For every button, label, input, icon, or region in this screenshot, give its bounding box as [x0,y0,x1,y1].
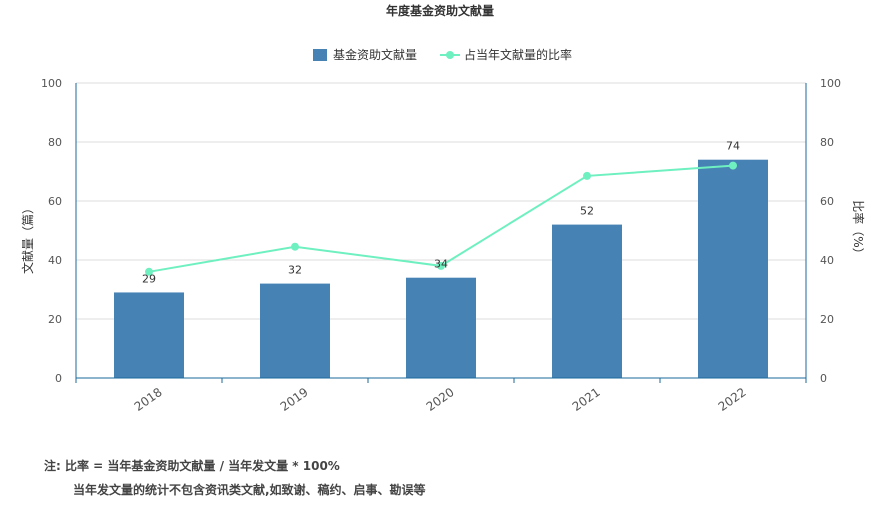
y-tick-label-right: 80 [820,136,834,149]
bars [114,159,768,378]
legend-line-label[interactable]: 占当年文献量的比率 [464,47,572,62]
bar[interactable] [260,283,330,378]
chart: 年度基金资助文献量 基金资助文献量 占当年文献量的比率 0 20 40 60 80 100… [20,3,866,414]
y-tick-label-right: 60 [820,195,834,208]
y-axis-label-left: 文献量（篇） [20,202,35,274]
y-tick-label-left: 60 [48,195,62,208]
x-tick-label: 2022 [716,385,749,414]
y-tick-label-right: 20 [820,313,834,326]
bar[interactable] [406,277,476,378]
ratio-point[interactable] [729,161,737,170]
x-tick-label: 2018 [132,385,165,414]
bar-value-label: 29 [142,272,156,285]
y-tick-label-left: 100 [41,77,62,90]
ratio-point[interactable] [291,242,299,251]
x-tick-label: 2020 [424,385,457,414]
ratio-line [145,161,737,276]
ratio-point[interactable] [437,261,445,270]
ratio-point[interactable] [145,267,153,276]
bar-value-label: 74 [726,140,740,153]
grid [76,82,806,320]
y-tick-label-right: 0 [820,372,827,385]
axes [75,83,807,383]
x-tick-label: 2021 [570,385,603,414]
legend-bar-swatch [313,49,327,61]
ratio-line-path [148,164,734,273]
bar[interactable] [114,292,184,378]
legend-bar-label[interactable]: 基金资助文献量 [333,47,417,62]
legend[interactable]: 基金资助文献量 占当年文献量的比率 [313,47,572,62]
note-line-2: 当年发文量的统计不包含资讯类文献,如致谢、稿约、启事、勘误等 [73,483,426,497]
legend-line-marker [446,51,454,59]
x-tick-label: 2019 [278,385,311,414]
y-tick-label-right: 40 [820,254,834,267]
note-line-1: 注: 比率 = 当年基金资助文献量 / 当年发文量 * 100% [44,459,340,473]
bar-value-label: 32 [288,264,302,277]
data-labels: 29 32 34 52 74 [142,140,740,286]
chart-title: 年度基金资助文献量 [386,3,494,18]
y-tick-label-left: 0 [55,372,62,385]
y-tick-label-right: 100 [820,77,841,90]
bar-value-label: 34 [434,258,448,271]
bar[interactable] [552,224,622,378]
bar-value-label: 52 [580,205,594,218]
y-tick-label-left: 40 [48,254,62,267]
y-tick-label-left: 80 [48,136,62,149]
y-axis-label-right: 比率（%） [851,200,866,259]
y-tick-label-left: 20 [48,313,62,326]
bar[interactable] [698,159,768,378]
ratio-point[interactable] [583,171,591,180]
